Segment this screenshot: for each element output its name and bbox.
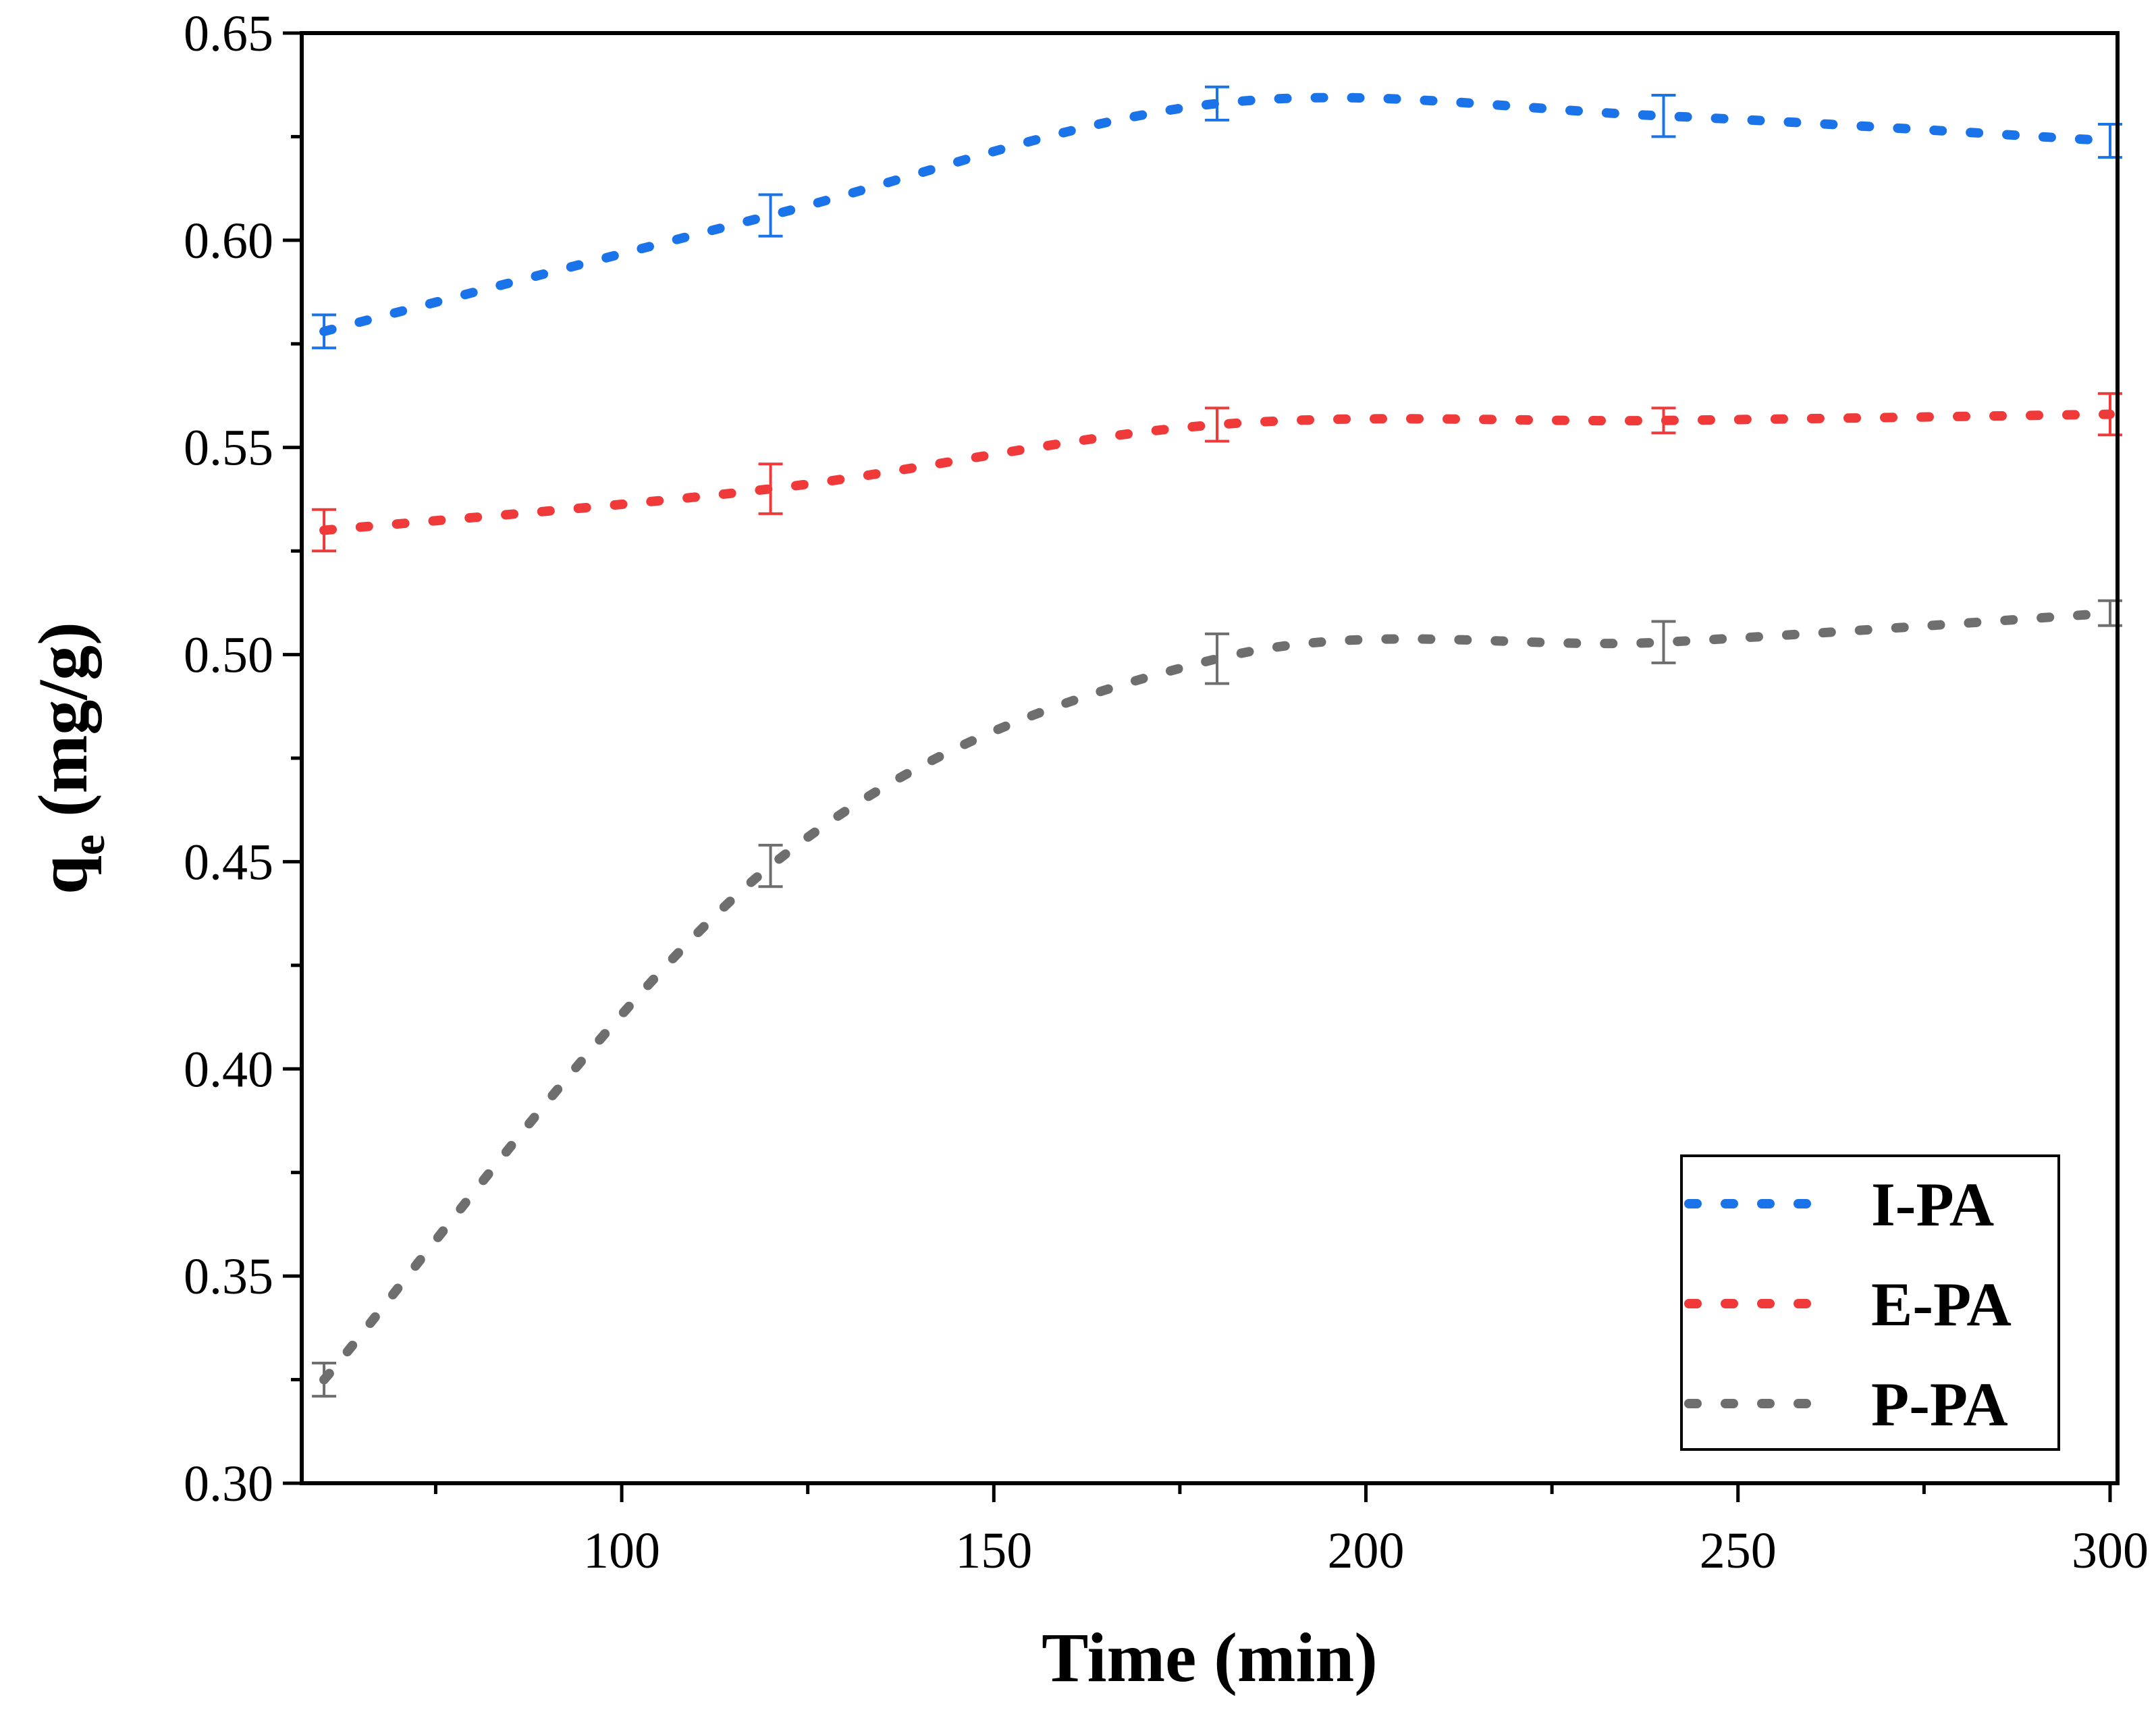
y-tick-label: 0.35 (184, 1248, 273, 1305)
error-bar-p-pa (1205, 632, 1230, 685)
x-tick-label: 300 (2072, 1522, 2149, 1579)
legend-box (1680, 1154, 2060, 1451)
error-bar-e-pa (758, 462, 783, 515)
y-tick-label: 0.60 (184, 213, 273, 269)
legend-label-p-pa: P-PA (1871, 1370, 2008, 1439)
x-tick-label: 250 (1700, 1522, 1777, 1579)
legend-item-i-pa: I-PA (1684, 1170, 1994, 1239)
series-e-pa (312, 392, 2122, 553)
x-axis-title: Time (min) (1042, 1619, 1378, 1697)
series-line-e-pa (319, 409, 2115, 535)
y-tick-label: 0.30 (184, 1456, 273, 1512)
error-bar-i-pa (758, 193, 783, 238)
tick-labels: 100 150 200 250 300 0.30 0.35 0.40 0.45 0.50 0.55 0… (184, 5, 2149, 1579)
y-tick-label: 0.40 (184, 1041, 273, 1098)
error-bar-p-pa (758, 843, 783, 888)
series-line-p-pa (319, 608, 2115, 1385)
error-bar-p-pa (312, 1362, 337, 1398)
legend-label-i-pa: I-PA (1871, 1170, 1994, 1239)
x-tick-label: 150 (955, 1522, 1032, 1579)
series-layer (312, 85, 2122, 1398)
series-p-pa (312, 599, 2122, 1398)
legend: I-PA E-PA P-PA (1680, 1154, 2060, 1451)
error-bar-i-pa (1651, 94, 1676, 138)
y-axis-title-subscript: e (63, 834, 115, 855)
y-tick-label: 0.45 (184, 834, 273, 890)
y-tick-label: 0.50 (184, 627, 273, 684)
error-bar-e-pa (1651, 406, 1676, 435)
error-bar-p-pa (1651, 620, 1676, 664)
y-axis-title-main: q (24, 855, 102, 895)
legend-item-p-pa: P-PA (1684, 1370, 2008, 1439)
series-i-pa (312, 85, 2122, 350)
plot-area-frame (300, 31, 2120, 1485)
error-bar-i-pa (312, 313, 337, 350)
series-line-i-pa (319, 92, 2115, 336)
y-axis-title: qe (mg/g) (24, 622, 115, 895)
y-tick-label: 0.65 (184, 5, 273, 62)
legend-label-e-pa: E-PA (1871, 1270, 2012, 1339)
y-axis-title-unit: (mg/g) (24, 622, 102, 834)
x-tick-label: 100 (583, 1522, 660, 1579)
legend-item-e-pa: E-PA (1684, 1270, 2012, 1339)
y-tick-label: 0.55 (184, 420, 273, 477)
error-bar-e-pa (312, 508, 337, 553)
error-bar-e-pa (1205, 406, 1230, 443)
x-tick-label: 200 (1328, 1522, 1405, 1579)
error-bar-i-pa (1205, 85, 1230, 122)
